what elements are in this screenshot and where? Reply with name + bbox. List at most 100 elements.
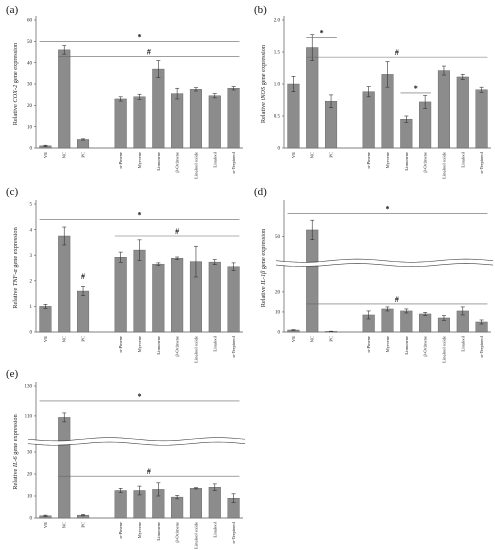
y-axis-label-suffix: gene expression bbox=[12, 226, 19, 269]
category-label: α-Pinene bbox=[366, 152, 371, 168]
bar bbox=[58, 417, 71, 519]
bar bbox=[306, 47, 319, 149]
bar bbox=[171, 258, 184, 333]
panel-label: (b) bbox=[254, 4, 267, 16]
category-label: Myrcene bbox=[385, 152, 390, 168]
panel-label: (a) bbox=[6, 4, 19, 16]
bar bbox=[419, 101, 432, 149]
y-axis-label: Relative IL-1β gene expression bbox=[260, 228, 267, 307]
bar bbox=[456, 76, 469, 149]
category-label: NC bbox=[62, 522, 67, 528]
panel-label: (e) bbox=[6, 368, 19, 380]
category-label: NC bbox=[62, 336, 67, 342]
y-tick-label: 1.0 bbox=[274, 83, 281, 88]
category-label: Linalool bbox=[212, 151, 217, 167]
category-label: Linalool oxide bbox=[193, 522, 198, 549]
y-axis-label-prefix: Relative bbox=[12, 467, 19, 490]
bar bbox=[189, 488, 202, 519]
category-label: Linalool oxide bbox=[441, 152, 446, 179]
y-tick-label: 40 bbox=[27, 61, 33, 66]
bar bbox=[227, 88, 240, 149]
y-tick-label: 30 bbox=[27, 451, 33, 456]
y-axis-label-prefix: Relative bbox=[12, 286, 19, 309]
category-label: Linalool oxide bbox=[441, 336, 446, 363]
y-tick-label: 1.5 bbox=[274, 51, 281, 56]
bar bbox=[171, 496, 184, 519]
significance-asterisk: * bbox=[138, 210, 142, 219]
chart-panel-2: (c) 0 1 2 3 4 5 Relative TNF-α gene expression V… bbox=[6, 186, 243, 363]
chart-panel-0: (a) 0 10 20 30 40 50 60 Relative COX-2 gene expr… bbox=[6, 4, 243, 179]
category-label: α-Terpineol bbox=[231, 335, 236, 357]
category-label: β-Ocimene bbox=[175, 522, 180, 542]
bar bbox=[208, 261, 221, 333]
category-label: α-Pinene bbox=[118, 336, 123, 352]
y-tick-label: 4 bbox=[30, 228, 33, 233]
axis-break-line bbox=[275, 263, 494, 267]
axis-break-line bbox=[275, 258, 494, 263]
significance-hash: # bbox=[175, 227, 179, 236]
y-axis-label: Relative TNF-α gene expression bbox=[12, 226, 19, 308]
category-label: α-Terpineol bbox=[479, 335, 484, 357]
axis-break-gap bbox=[28, 438, 245, 445]
significance-asterisk: * bbox=[320, 28, 324, 37]
significance-hash: # bbox=[147, 47, 151, 56]
category-label: α-Terpineol bbox=[231, 151, 236, 173]
category-label: NC bbox=[62, 152, 67, 158]
significance-asterisk: * bbox=[414, 84, 418, 93]
bar bbox=[133, 249, 146, 333]
category-label: Limonene bbox=[156, 522, 161, 541]
axis-break-line bbox=[27, 437, 246, 442]
panel-label: (d) bbox=[254, 186, 267, 198]
category-label: VE bbox=[291, 152, 296, 158]
bar bbox=[152, 263, 165, 333]
bar bbox=[189, 89, 202, 149]
y-axis-label-suffix: gene expression bbox=[260, 228, 267, 271]
bar bbox=[208, 486, 221, 519]
y-tick-label: 50 bbox=[27, 40, 33, 45]
y-tick-label: 0 bbox=[30, 331, 33, 336]
y-axis-label-gene: IL-1β bbox=[260, 270, 267, 286]
bar bbox=[152, 68, 165, 149]
y-tick-label: 60 bbox=[27, 19, 33, 24]
bar bbox=[227, 266, 240, 333]
category-label: α-Terpineol bbox=[479, 151, 484, 173]
y-tick-label: 2 bbox=[30, 280, 33, 285]
bar bbox=[419, 313, 432, 333]
category-label: α-Terpineol bbox=[231, 521, 236, 543]
bar bbox=[306, 229, 319, 333]
y-axis-label-suffix: gene expression bbox=[12, 42, 19, 85]
chart-panel-1: (b) 0 0.5 1.0 1.5 2.0 Relative iNOS gene expre… bbox=[254, 4, 491, 179]
category-label: Linalool bbox=[212, 335, 217, 351]
y-axis-label-prefix: Relative bbox=[260, 101, 267, 124]
significance-asterisk: * bbox=[138, 32, 142, 41]
significance-hash: # bbox=[395, 295, 399, 304]
y-tick-label: 0 bbox=[30, 517, 33, 522]
y-axis-label-gene: TNF-α bbox=[12, 269, 19, 287]
category-label: β-Ocimene bbox=[423, 152, 428, 172]
y-axis-label-gene: iNOS bbox=[260, 86, 267, 100]
y-tick-label: 30 bbox=[27, 83, 33, 88]
category-label: β-Ocimene bbox=[423, 336, 428, 356]
category-label: NC bbox=[310, 336, 315, 342]
bar bbox=[114, 490, 127, 519]
bar bbox=[400, 310, 413, 333]
bar bbox=[208, 95, 221, 149]
bar bbox=[39, 306, 52, 333]
axis-break-line bbox=[27, 441, 246, 446]
y-tick-label: 10 bbox=[275, 311, 281, 316]
bar bbox=[475, 89, 488, 149]
category-label: Limonene bbox=[156, 152, 161, 171]
significance-hash: # bbox=[395, 48, 399, 57]
category-label: VE bbox=[43, 522, 48, 528]
bar bbox=[114, 257, 127, 333]
y-axis-label-suffix: gene expression bbox=[260, 44, 267, 87]
category-label: Linalool oxide bbox=[193, 152, 198, 179]
y-axis-label-prefix: Relative bbox=[12, 103, 19, 126]
bar bbox=[133, 96, 146, 149]
y-tick-label: 0 bbox=[30, 147, 33, 152]
category-label: PC bbox=[329, 336, 334, 342]
bar bbox=[437, 70, 450, 149]
y-axis-label-gene: COX-2 bbox=[12, 84, 19, 103]
category-label: PC bbox=[81, 336, 86, 342]
bar bbox=[58, 235, 71, 333]
